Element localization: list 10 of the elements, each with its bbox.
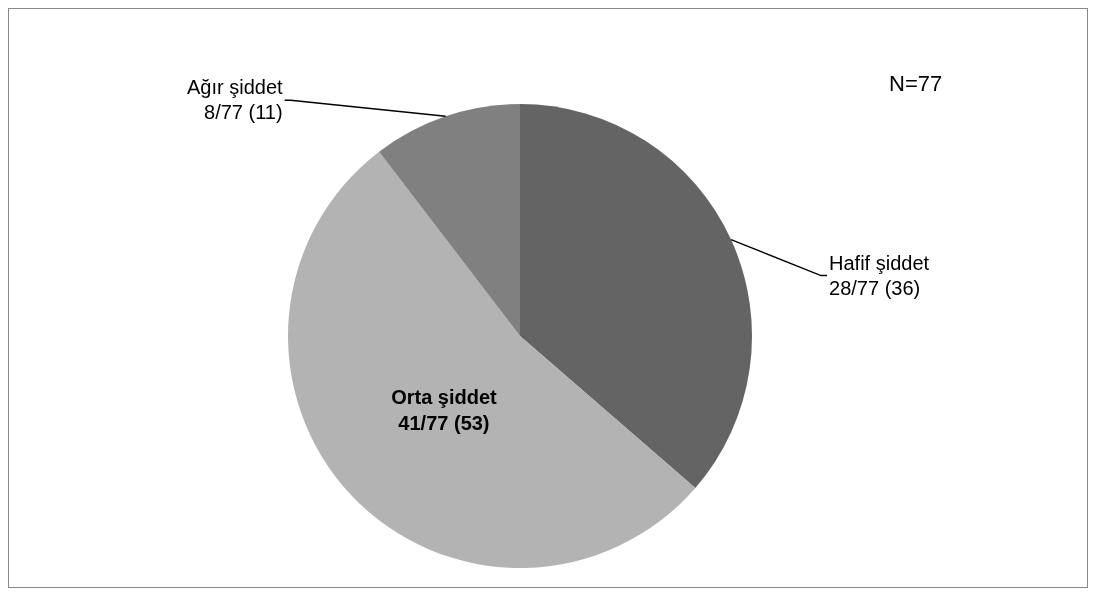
pie-slice (288, 151, 696, 568)
pie-slice (520, 104, 752, 488)
slice-label: Hafif şiddet (829, 251, 930, 274)
slice-label: Orta şiddet (391, 385, 498, 408)
data-label: 41/77 (53) (398, 411, 490, 434)
data-label: 28/77 (36) (829, 276, 921, 299)
pie-slice (379, 104, 520, 336)
text: N=77 (889, 71, 943, 97)
data-label: 8/77 (11) (204, 101, 283, 124)
slice-label: Ağır şiddet (187, 76, 284, 99)
